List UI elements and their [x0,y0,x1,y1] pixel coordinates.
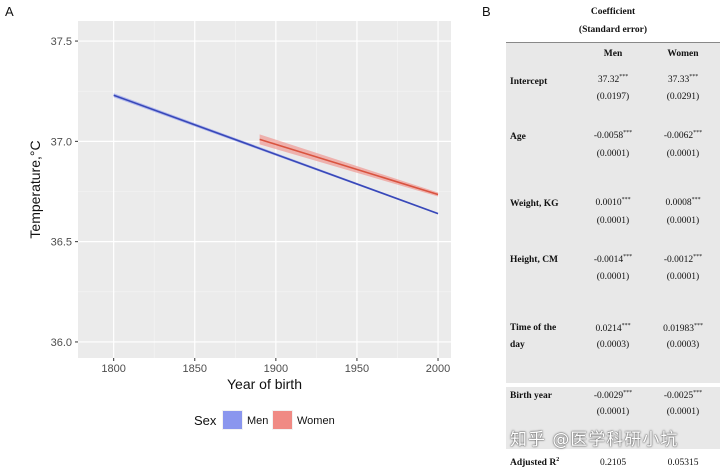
men-coefficient: -0.0029*** [593,390,633,402]
table-row: Intercept 37.32*** (0.0197) 37.33*** (0.… [506,67,720,123]
legend-key-men [223,411,242,429]
men-coefficient: -0.0014*** [593,254,633,266]
row-label: Height, CM [510,255,559,265]
x-tick-label: 1950 [345,363,369,375]
column-header-women: Women [667,49,699,59]
men-standard-error: (0.0197) [596,92,630,102]
women-coefficient: 0.01983*** [663,323,703,335]
table-row: Weight, KG 0.0010*** (0.0001) 0.0008*** … [506,186,720,248]
women-coefficient: -0.0062*** [663,130,703,142]
table-header: Coefficient (Standard error) [506,0,720,43]
x-tick-label: 2000 [426,363,450,375]
men-standard-error: (0.0001) [596,216,630,226]
x-tick-label: 1850 [183,363,207,375]
men-standard-error: (0.0001) [596,407,630,417]
men-standard-error: (0.0001) [596,149,630,159]
row-label: Age [510,132,526,142]
row-label: Weight, KG [510,199,559,209]
x-tick-label: 1900 [264,363,288,375]
coefficient-table: Coefficient (Standard error) Men Women I… [506,0,720,471]
y-tick-label: 37.0 [51,136,72,148]
women-standard-error: (0.0001) [666,149,700,159]
series-line-women [259,138,439,196]
legend-label-men: Men [247,415,268,427]
women-standard-error: (0.0001) [666,407,700,417]
temperature-chart: 1800 1850 1900 1950 2000 36.0 36.5 37.0 37.5 Year… [27,21,451,430]
men-adjusted-r2: 0.2105 [599,458,627,468]
adjusted-r2-label: Adjusted R2 [510,457,560,469]
row-label: Time of the [510,323,557,333]
column-header-men: Men [603,49,623,59]
women-coefficient: 0.0008*** [665,197,701,209]
women-standard-error: (0.0001) [666,272,700,282]
women-coefficient: -0.0025*** [663,390,703,402]
women-standard-error: (0.0001) [666,216,700,226]
plot-panel [78,21,451,358]
panel-label-a: A [5,4,14,19]
y-axis-title: Temperature,°C [27,140,43,238]
table-row: Height, CM -0.0014*** (0.0001) -0.0012**… [506,248,720,316]
table-row: Adjusted R2 0.2105 0.05315 [506,449,720,471]
women-coefficient: 37.33*** [667,74,699,86]
table-title: Coefficient [590,7,636,17]
men-coefficient: 37.32*** [597,74,629,86]
table-subtitle: (Standard error) [578,25,648,35]
column-header-row: Men Women [506,43,720,67]
series-line-men [113,94,439,215]
table-row: Age -0.0058*** (0.0001) -0.0062*** (0.00… [506,123,720,186]
men-standard-error: (0.0003) [596,340,630,350]
women-coefficient: -0.0012*** [663,254,703,266]
x-tick-label: 1800 [101,363,125,375]
legend-key-women [273,411,292,429]
legend-title: Sex [194,413,217,428]
women-standard-error: (0.0003) [666,340,700,350]
legend-label-women: Women [297,415,335,427]
men-coefficient: -0.0058*** [593,130,633,142]
row-label: Birth year [510,391,552,401]
y-tick-label: 36.5 [51,237,72,249]
x-axis-title: Year of birth [227,376,302,392]
women-adjusted-r2: 0.05315 [667,458,699,468]
row-label-continued: day [510,340,525,350]
women-standard-error: (0.0291) [666,92,700,102]
men-coefficient: 0.0214*** [595,323,631,335]
panel-label-b: B [482,4,491,19]
table-row-spacer [506,383,720,387]
men-standard-error: (0.0001) [596,272,630,282]
y-tick-label: 36.0 [51,337,72,349]
watermark-text: 知乎 @医学科研小坑 [510,430,679,450]
men-coefficient: 0.0010*** [595,197,631,209]
table-row: Time of the day 0.0214*** (0.0003) 0.019… [506,316,720,383]
table-row: Birth year -0.0029*** (0.0001) -0.0025**… [506,387,720,449]
y-tick-label: 37.5 [51,36,72,48]
row-label: Intercept [510,77,548,87]
